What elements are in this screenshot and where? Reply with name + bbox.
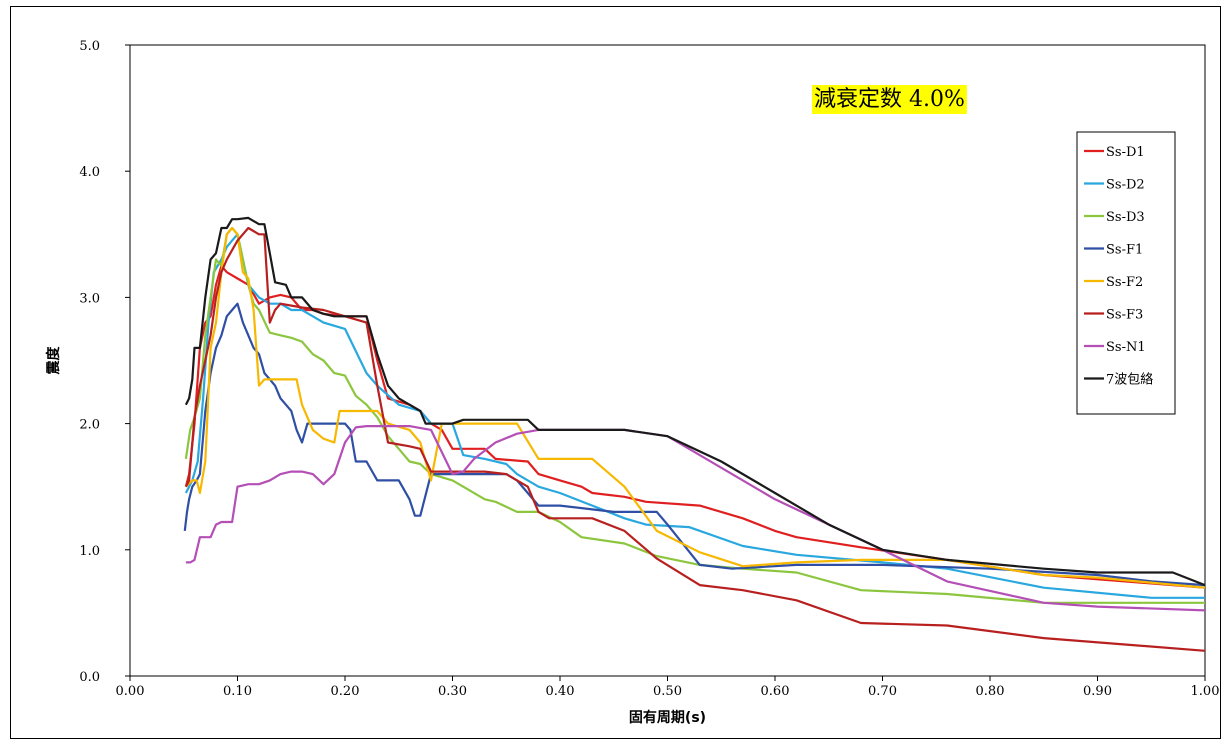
series-line-4: [183, 302, 1206, 587]
y-tick-label: 2.0: [79, 418, 100, 433]
x-axis-title: 固有周期(s): [629, 709, 706, 726]
legend-label: Ss-D2: [1106, 178, 1145, 193]
y-axis-ticks: 0.0 1.0 2.0 3.0 4.0 5.0: [79, 39, 130, 685]
x-tick-label: 0.70: [868, 684, 897, 699]
x-tick-label: 0.20: [331, 684, 360, 699]
legend-label: Ss-D3: [1106, 210, 1145, 225]
series-line-6: [184, 226, 1206, 652]
series-lines: [183, 216, 1206, 652]
chart-frame: [10, 6, 1221, 739]
x-tick-label: 0.50: [653, 684, 682, 699]
y-tick-label: 1.0: [79, 544, 100, 559]
y-tick-label: 4.0: [79, 165, 100, 180]
damping-annotation: 減衰定数 4.0%: [812, 85, 967, 114]
x-tick-label: 0.80: [976, 684, 1005, 699]
x-axis-ticks: 0.00 0.10 0.20 0.30 0.40 0.50 0.60 0.70 0.80 0.90…: [116, 676, 1220, 699]
x-tick-label: 0.10: [223, 684, 252, 699]
series-line-8: [184, 216, 1206, 587]
series-line-5: [185, 226, 1206, 589]
y-tick-label: 5.0: [79, 39, 100, 54]
y-tick-label: 3.0: [79, 291, 100, 306]
plot-area: [129, 44, 1206, 677]
legend: Ss-D1 Ss-D2 Ss-D3 Ss-F1 Ss-F2 Ss-F3 Ss-N1 7波包絡: [1076, 131, 1176, 415]
x-tick-label: 0.90: [1083, 684, 1112, 699]
axes: [129, 44, 1206, 677]
legend-label: 7波包絡: [1106, 372, 1153, 388]
x-tick-label: 0.40: [546, 684, 575, 699]
x-tick-label: 0.00: [116, 684, 145, 699]
y-tick-label: 0.0: [79, 670, 100, 685]
legend-label: Ss-F2: [1106, 275, 1143, 290]
x-tick-label: 1.00: [1191, 684, 1220, 699]
x-tick-label: 0.60: [761, 684, 790, 699]
x-tick-label: 0.30: [438, 684, 467, 699]
legend-label: Ss-F1: [1106, 243, 1143, 258]
legend-label: Ss-N1: [1106, 340, 1146, 355]
legend-box: [1076, 131, 1176, 415]
legend-label: Ss-F3: [1106, 308, 1143, 323]
y-axis-title: 震度: [45, 346, 62, 376]
annotation-highlight: [812, 85, 967, 114]
legend-label: Ss-D1: [1106, 145, 1145, 160]
annotation-text: 減衰定数 4.0%: [814, 87, 965, 112]
